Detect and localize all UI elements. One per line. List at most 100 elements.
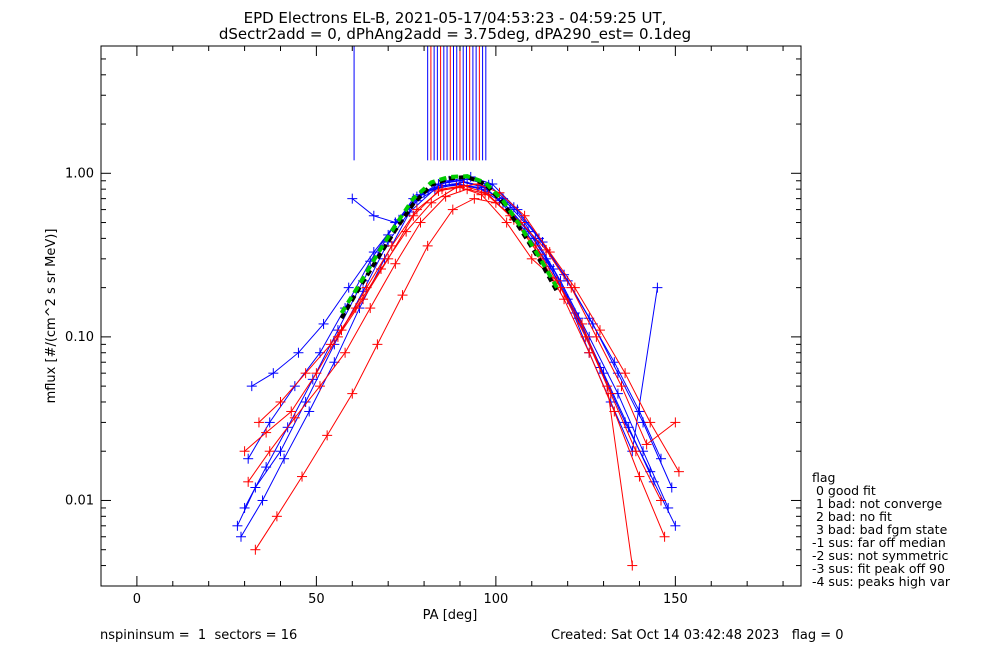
series-median-11	[339, 174, 559, 320]
data-point	[236, 531, 246, 542]
legend-item: 3 bad: bad fgm state	[812, 522, 948, 537]
y-axis: 0.01 0.10 1.00	[65, 45, 801, 587]
data-point	[447, 204, 458, 215]
data-point	[666, 482, 677, 493]
data-point	[569, 282, 580, 293]
data-point	[261, 427, 272, 438]
data-point	[627, 560, 638, 571]
legend-item: -1 sus: far off median	[812, 535, 946, 550]
legend-item: -4 sus: peaks high var	[812, 574, 951, 589]
series-red-8	[250, 193, 681, 555]
legend-item: -3 sus: fit peak off 90	[812, 561, 945, 576]
data-point	[670, 417, 681, 428]
x-tick-label: 150	[663, 592, 688, 607]
data-point	[673, 466, 684, 477]
data-point	[325, 339, 336, 350]
data-point	[476, 189, 487, 200]
data-point	[343, 282, 354, 293]
data-point	[336, 325, 347, 336]
data-point	[490, 197, 501, 208]
data-point	[340, 347, 351, 358]
data-point	[648, 476, 659, 487]
data-point	[605, 388, 616, 399]
data-point	[641, 439, 652, 450]
data-point	[347, 388, 358, 399]
data-point	[347, 193, 358, 204]
legend-item: -2 sus: not symmetric	[812, 548, 948, 563]
data-point	[279, 453, 290, 464]
data-point	[368, 210, 379, 221]
data-point	[322, 430, 333, 441]
data-point	[271, 511, 282, 522]
data-point	[422, 240, 433, 251]
y-tick-label: 0.10	[65, 330, 94, 345]
x-axis: 0 50 100 150	[133, 46, 784, 607]
data-point	[645, 466, 656, 477]
y-axis-label: mflux [#/(cm^2 s sr MeV)]	[44, 229, 59, 404]
plot-area	[232, 46, 684, 571]
legend-item: 0 good fit	[812, 483, 876, 498]
plot-frame	[100, 45, 802, 587]
data-point	[286, 406, 297, 417]
data-point	[293, 347, 304, 358]
data-point	[656, 495, 666, 506]
saturation-spikes	[353, 46, 487, 161]
data-point	[275, 396, 286, 407]
x-tick-label: 100	[483, 592, 508, 607]
data-point	[268, 368, 279, 379]
data-point	[426, 197, 437, 208]
data-point	[634, 471, 645, 482]
data-point	[397, 290, 408, 301]
data-point	[630, 446, 641, 457]
data-point	[368, 247, 379, 258]
flag-legend: flag 0 good fit 1 bad: not converge 2 ba…	[812, 470, 951, 589]
data-point	[469, 193, 480, 204]
data-point	[257, 495, 268, 506]
data-point	[297, 471, 308, 482]
data-point	[289, 412, 300, 423]
data-point	[659, 531, 670, 542]
series-red-9	[253, 179, 684, 477]
data-point	[408, 210, 419, 221]
data-point	[415, 217, 426, 228]
data-point	[616, 381, 627, 392]
data-point	[243, 453, 254, 464]
data-point	[300, 368, 311, 379]
data-point	[250, 544, 261, 555]
data-point	[264, 417, 275, 428]
x-axis-label: PA [deg]	[423, 608, 478, 623]
data-point	[314, 381, 325, 392]
data-point	[584, 347, 595, 358]
data-point	[620, 368, 631, 379]
y-tick-label: 0.01	[65, 493, 94, 508]
data-point	[239, 446, 250, 457]
data-point	[300, 396, 311, 407]
series-line	[258, 183, 680, 472]
x-tick-label: 0	[133, 592, 141, 607]
data-point	[304, 406, 315, 417]
data-point	[383, 253, 394, 264]
data-point	[239, 502, 250, 513]
data-point	[390, 258, 401, 269]
data-point	[591, 331, 602, 342]
data-point	[645, 417, 656, 428]
legend-item: 1 bad: not converge	[812, 496, 942, 511]
chart-title-line1: EPD Electrons EL-B, 2021-05-17/04:53:23 …	[244, 9, 667, 27]
data-point	[311, 368, 322, 379]
data-point	[318, 318, 329, 329]
data-point	[519, 210, 530, 221]
data-point	[365, 303, 376, 314]
data-point	[264, 446, 275, 457]
series-red-10	[332, 182, 638, 571]
data-point	[454, 182, 465, 193]
median-curve	[339, 174, 559, 320]
data-point	[275, 446, 286, 457]
data-point	[261, 462, 272, 473]
series-line	[254, 198, 676, 550]
data-point	[332, 331, 343, 342]
legend-title: flag	[812, 470, 835, 485]
series-line	[247, 188, 666, 537]
data-point	[433, 185, 444, 196]
